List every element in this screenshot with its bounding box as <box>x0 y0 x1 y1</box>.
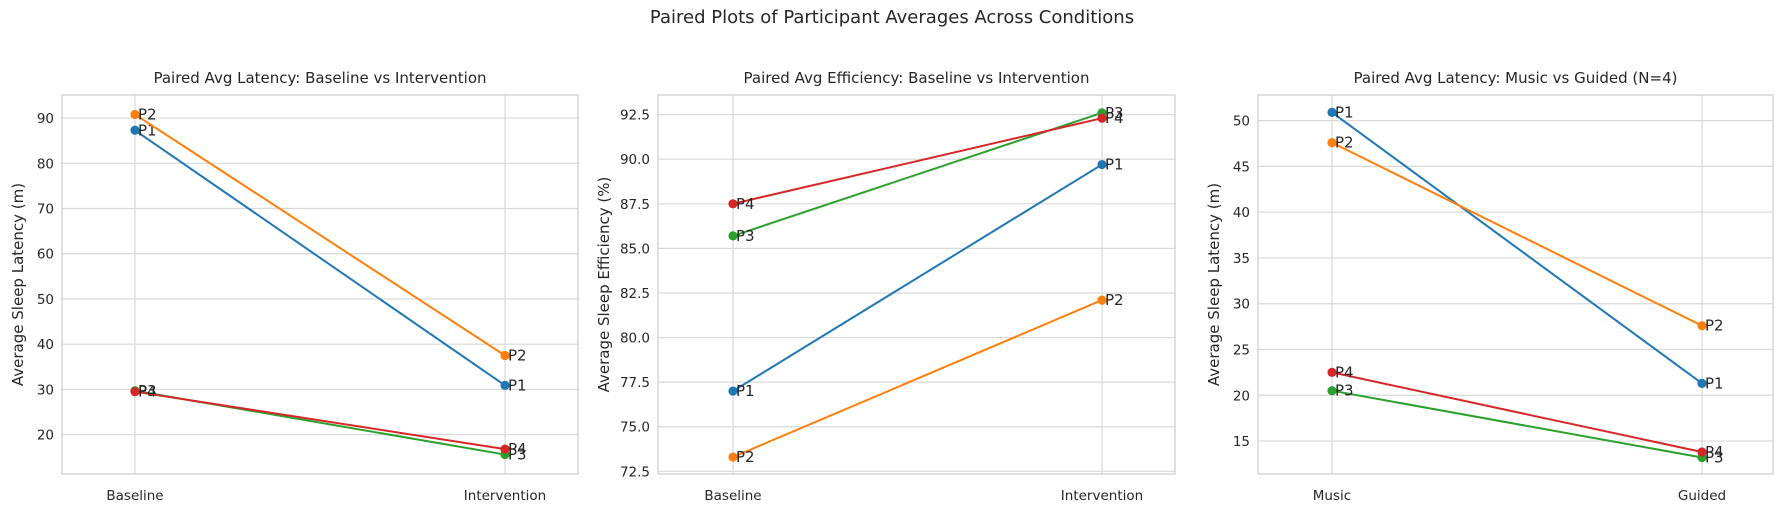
point-label-p3: P3 <box>1105 104 1124 122</box>
series-line-p1 <box>1331 111 1703 385</box>
point-label-p2: P2 <box>1705 317 1724 335</box>
point-label-p4: P4 <box>1335 363 1354 381</box>
y-tick-label: 82.5 <box>620 286 650 302</box>
y-axis-label: Average Sleep Efficiency (%) <box>595 177 613 393</box>
y-tick-label: 15 <box>1233 434 1250 450</box>
data-point-p1 <box>1697 378 1707 388</box>
series-line-p4 <box>1331 371 1703 454</box>
data-point-p1 <box>728 386 738 396</box>
y-tick-label: 60 <box>37 247 54 263</box>
plot-frame <box>1257 94 1774 475</box>
point-label-p3: P3 <box>1705 449 1724 467</box>
y-tick-label: 75.0 <box>620 420 650 436</box>
y-axis-label: Average Sleep Latency (m) <box>9 183 27 386</box>
y-tick-label: 40 <box>1233 205 1250 221</box>
y-tick-label: 90.0 <box>620 152 650 168</box>
plot-frame <box>61 94 579 475</box>
x-tick-label: Baseline <box>704 488 761 504</box>
y-tick-label: 70 <box>37 202 54 218</box>
figure-title: Paired Plots of Participant Averages Acr… <box>649 7 1135 28</box>
y-tick-label: 80 <box>37 156 54 172</box>
x-tick-label: Guided <box>1678 488 1726 504</box>
data-point-p4 <box>1097 113 1107 123</box>
data-point-p3 <box>1327 386 1337 396</box>
data-point-p2 <box>1327 138 1337 148</box>
plot-frame <box>657 94 1176 475</box>
data-point-p1 <box>500 380 510 390</box>
point-label-p4: P4 <box>508 440 527 458</box>
data-point-p2 <box>1097 295 1107 305</box>
data-point-p2 <box>728 452 738 462</box>
series-line-p3 <box>1331 389 1703 459</box>
data-point-p2 <box>1697 321 1707 331</box>
point-label-p1: P1 <box>736 382 755 400</box>
series-line-p2 <box>732 299 1103 458</box>
y-tick-label: 50 <box>37 292 54 308</box>
x-tick-label: Intervention <box>464 488 546 504</box>
series-line-p1 <box>732 163 1103 392</box>
point-label-p4: P4 <box>1705 443 1724 461</box>
point-label-p1: P1 <box>138 121 157 139</box>
y-tick-label: 45 <box>1233 159 1250 175</box>
series-line-p4 <box>134 390 506 451</box>
series-line-p2 <box>134 113 506 357</box>
point-label-p1: P1 <box>1105 156 1124 174</box>
point-label-p2: P2 <box>508 347 527 365</box>
point-label-p2: P2 <box>736 448 755 466</box>
y-tick-label: 77.5 <box>620 375 650 391</box>
y-tick-label: 80.0 <box>620 331 650 347</box>
y-tick-label: 50 <box>1233 114 1250 130</box>
y-tick-label: 30 <box>1233 297 1250 313</box>
y-tick-label: 85.0 <box>620 241 650 257</box>
y-tick-label: 25 <box>1233 342 1250 358</box>
chart-panel-1: 20 30 40 50 60 70 80 90 Baseline Intervention Pair… <box>9 69 579 504</box>
point-label-p2: P2 <box>1105 291 1124 309</box>
y-tick-label: 35 <box>1233 251 1250 267</box>
data-point-p1 <box>130 125 140 135</box>
point-label-p1: P1 <box>1335 103 1354 121</box>
data-point-p4 <box>500 444 510 454</box>
y-tick-label: 92.5 <box>620 108 650 124</box>
y-axis-label: Average Sleep Latency (m) <box>1205 183 1223 386</box>
y-tick-label: 40 <box>37 337 54 353</box>
series-line-p2 <box>1331 141 1703 327</box>
data-point-p1 <box>1327 107 1337 117</box>
y-tick-label: 90 <box>37 111 54 127</box>
data-point-p4 <box>1327 367 1337 377</box>
x-tick-label: Baseline <box>106 488 163 504</box>
y-tick-label: 20 <box>1233 388 1250 404</box>
x-tick-label: Music <box>1313 488 1351 504</box>
data-point-p1 <box>1097 159 1107 170</box>
y-tick-label: 30 <box>37 382 54 398</box>
point-label-p4: P4 <box>1105 109 1124 127</box>
data-point-p4 <box>1697 447 1707 457</box>
y-tick-label: 72.5 <box>620 464 650 480</box>
point-label-p3: P3 <box>736 227 755 245</box>
data-point-p4 <box>130 387 140 397</box>
point-label-p3: P3 <box>508 446 527 464</box>
data-point-p2 <box>500 350 510 361</box>
point-label-p1: P1 <box>1705 374 1724 392</box>
chart-panel-2: 72.5 75.0 77.5 80.0 82.5 85.0 87.5 90.0 92.5 Base… <box>595 69 1176 504</box>
point-label-p2: P2 <box>1335 134 1354 152</box>
chart-panel-3: 15 20 25 30 35 40 45 50 Music Guided Paired Avg La… <box>1205 69 1774 504</box>
data-point-p4 <box>728 199 738 209</box>
y-tick-label: 20 <box>37 428 54 444</box>
data-point-p2 <box>130 109 140 120</box>
point-label-p4: P4 <box>138 383 157 401</box>
point-label-p3: P3 <box>1335 382 1354 400</box>
data-point-p3 <box>728 231 738 241</box>
x-tick-label: Intervention <box>1061 488 1143 504</box>
point-label-p1: P1 <box>508 376 527 394</box>
panel-title: Paired Avg Latency: Music vs Guided (N=4… <box>1354 69 1678 87</box>
series-line-p4 <box>732 117 1103 205</box>
panel-title: Paired Avg Latency: Baseline vs Interven… <box>153 69 486 87</box>
series-line-p1 <box>134 129 506 387</box>
point-label-p2: P2 <box>138 105 157 123</box>
panel-title: Paired Avg Efficiency: Baseline vs Inter… <box>744 69 1090 87</box>
point-label-p4: P4 <box>736 195 755 213</box>
y-tick-label: 87.5 <box>620 197 650 213</box>
